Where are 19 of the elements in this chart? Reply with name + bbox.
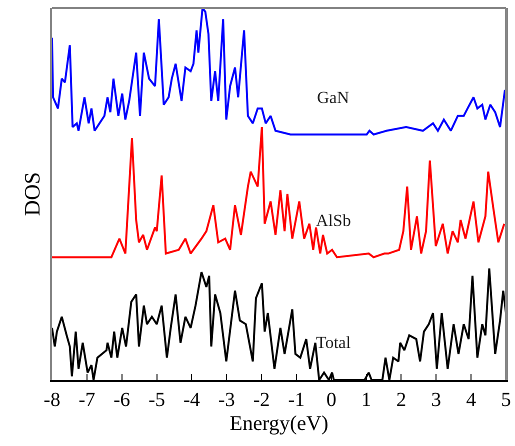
x-axis-title: Energy(eV) [230,411,328,435]
series-label: AlSb [316,211,351,230]
series-label: GaN [317,88,350,107]
x-tick-label: 4 [466,389,476,411]
x-tick-label: 0 [326,389,336,411]
x-tick-label: -4 [183,389,200,411]
x-tick-label: 1 [361,389,372,411]
x-tick-label: -2 [253,389,270,411]
x-tick-label: 2 [396,389,406,411]
x-tick-label: 5 [501,389,511,411]
x-tick-label: -8 [44,389,60,411]
series-label: Total [316,333,351,352]
x-tick-label: -3 [218,389,235,411]
y-axis-title: DOS [19,172,44,216]
x-tick-label: 3 [431,389,442,411]
x-tick-label: -6 [114,389,130,411]
x-tick-label: -5 [148,389,166,411]
x-tick-label: -7 [78,389,96,411]
x-tick-label: -1 [288,389,305,411]
